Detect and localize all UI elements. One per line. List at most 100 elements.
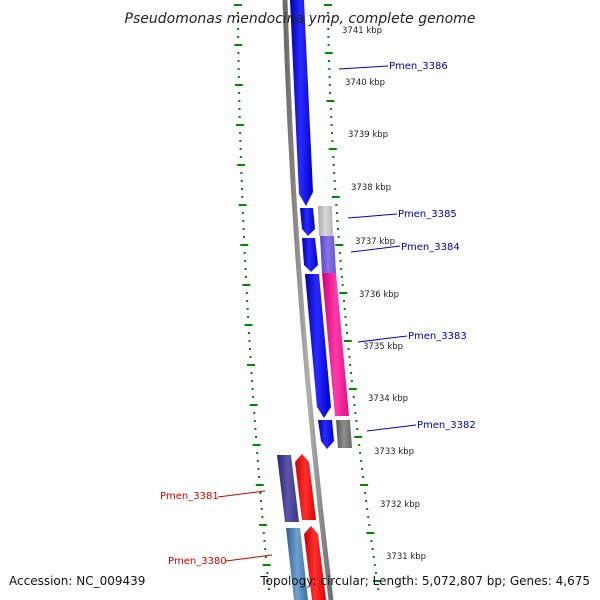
gene-label-pmen-3382[interactable]: Pmen_3382	[417, 420, 476, 431]
box-pmen-3383	[322, 273, 349, 416]
ring-dot	[344, 316, 347, 318]
ring-dot	[329, 108, 332, 110]
forward-genes	[290, 0, 334, 449]
ring-dot	[238, 108, 241, 110]
ring-dot	[248, 332, 250, 334]
leader-pmen-3386	[338, 65, 389, 70]
gene-labels: Pmen_3386 Pmen_3385 Pmen_3384 Pmen_3383 …	[160, 61, 476, 567]
ring-dot	[246, 300, 249, 302]
ring-dot	[258, 476, 261, 478]
ring-dot	[239, 132, 242, 134]
ring-dot	[331, 196, 340, 198]
ring-dot	[257, 468, 260, 470]
ring-dot	[328, 76, 331, 78]
ring-dot	[340, 268, 343, 270]
ring-dot	[238, 116, 241, 118]
ring-dot	[368, 524, 371, 526]
ring-dot	[245, 292, 248, 294]
ring-dot	[252, 444, 261, 446]
ring-dot	[324, 4, 332, 6]
gene-label-pmen-3383[interactable]: Pmen_3383	[408, 331, 467, 342]
gene-arrow-pmen-3384[interactable]	[302, 238, 318, 272]
ring-dot	[264, 548, 267, 550]
box-pmen-3385	[318, 206, 333, 236]
ring-dot	[353, 404, 356, 406]
ring-dot	[341, 284, 344, 286]
ring-dot	[345, 324, 348, 326]
ring-dot	[366, 532, 375, 534]
leader-pmen-3381	[217, 490, 266, 498]
ring-dot	[249, 348, 251, 350]
ring-dot	[328, 68, 331, 70]
gene-label-pmen-3381[interactable]: Pmen_3381	[160, 491, 219, 502]
gene-label-pmen-3384[interactable]: Pmen_3384	[401, 242, 460, 253]
ring-dot	[327, 44, 330, 46]
ring-dot	[267, 580, 270, 582]
ring-dot	[349, 364, 352, 366]
ring-dot	[330, 116, 333, 118]
ring-dot	[352, 396, 355, 398]
ring-dot	[372, 556, 375, 558]
accession-text: Accession: NC_009439	[9, 574, 146, 588]
ring-dot	[327, 36, 330, 38]
ring-dot	[365, 500, 368, 502]
ring-dot	[241, 188, 243, 190]
ring-dot	[364, 492, 367, 494]
box-pmen-3380	[286, 528, 308, 600]
ring-dot	[266, 572, 269, 574]
ring-dot	[242, 220, 245, 222]
ring-dot	[350, 380, 353, 382]
gene-label-pmen-3385[interactable]: Pmen_3385	[398, 209, 457, 220]
gene-label-pmen-3380[interactable]: Pmen_3380	[168, 556, 227, 567]
ring-dot	[244, 276, 247, 278]
ring-dot	[366, 508, 369, 510]
ring-dot	[239, 140, 242, 142]
ring-dot	[253, 420, 256, 422]
ring-dot	[256, 460, 259, 462]
ring-dot	[346, 332, 348, 334]
map-title: Pseudomonas mendocina ymp, complete geno…	[125, 11, 476, 27]
ring-dot	[373, 564, 376, 566]
gene-leaders	[217, 65, 417, 562]
kbp-label-3731: 3731 kbp	[386, 552, 426, 562]
ring-dot	[261, 516, 264, 518]
gene-label-pmen-3386[interactable]: Pmen_3386	[389, 61, 448, 72]
ring-dot	[335, 212, 338, 214]
gene-arrow-pmen-3382[interactable]	[318, 420, 334, 449]
ring-dot	[335, 204, 338, 206]
ring-dot	[331, 132, 333, 134]
ring-dot	[237, 164, 246, 166]
ring-dot	[253, 412, 256, 414]
ring-dot	[264, 556, 267, 558]
ring-dot	[244, 324, 253, 326]
ring-dot	[238, 100, 241, 102]
ring-dot	[237, 76, 240, 78]
kbp-label-3741: 3741 kbp	[342, 26, 382, 36]
ring-dot	[260, 500, 262, 502]
ring-dot	[327, 20, 330, 22]
ring-dot	[234, 4, 242, 6]
ring-dot	[255, 436, 257, 438]
ring-dot	[350, 372, 353, 374]
ring-dot	[240, 172, 243, 174]
ring-dot	[339, 260, 342, 262]
genome-summary-text: Topology: circular; Length: 5,072,807 bp…	[260, 574, 590, 588]
ring-dot	[356, 428, 359, 430]
ring-dot	[374, 572, 377, 574]
ring-dot	[343, 308, 346, 310]
ring-dot	[237, 36, 240, 38]
ring-dot	[241, 196, 244, 198]
ring-dot	[377, 588, 380, 590]
kbp-label-3737: 3737 kbp	[355, 237, 395, 247]
gene-arrow-pmen-3385[interactable]	[300, 208, 315, 236]
ring-dot	[247, 364, 255, 366]
gene-arrow-pmen-3381[interactable]	[295, 454, 316, 520]
ring-dot	[237, 12, 239, 14]
gene-arrow-pmen-3380[interactable]	[304, 526, 326, 600]
gene-arrow-pmen-3383[interactable]	[305, 274, 331, 418]
ring-dot	[241, 212, 244, 214]
gene-arrow-pmen-3386[interactable]	[290, 0, 313, 206]
ring-dot	[340, 276, 343, 278]
kbp-label-3740: 3740 kbp	[345, 78, 385, 88]
ring-dot	[326, 100, 335, 102]
